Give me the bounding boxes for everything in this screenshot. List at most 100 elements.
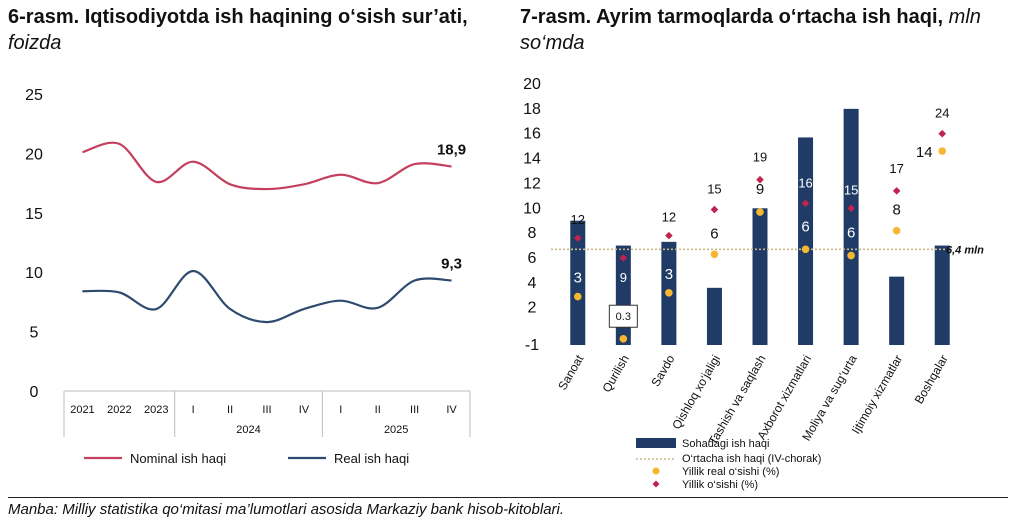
- y-tick-label: 25: [25, 87, 43, 104]
- x-tick-label: III: [410, 404, 419, 416]
- legend-label: Yillik real o‘sishi (%): [682, 466, 779, 478]
- x-tick-label: I: [192, 404, 195, 416]
- nominal-growth-label: 12: [662, 210, 676, 225]
- bar-5: [798, 137, 814, 345]
- nominal-growth-label: 9: [620, 270, 627, 285]
- y-tick-label: 0: [30, 384, 39, 401]
- left-chart-title: 6-rasm. Iqtisodiyotda ish haqining o‘sis…: [8, 4, 478, 56]
- y-tick-label: 20: [25, 146, 43, 163]
- x-tick-label: Qurilish: [599, 353, 631, 395]
- y-tick-label: 15: [25, 206, 43, 223]
- legend-label: Nominal ish haqi: [130, 451, 226, 466]
- real-growth-point: [573, 292, 582, 301]
- x-tick-label: I: [339, 404, 342, 416]
- series-line-real: [82, 269, 452, 324]
- legend-label: Yillik o‘sishi (%): [682, 479, 758, 491]
- x-tick-label: Qishloq xo‘jaligi: [669, 353, 723, 432]
- nominal-growth-label: 15: [844, 182, 858, 197]
- nominal-growth-label: 24: [935, 106, 949, 121]
- real-growth-point: [756, 208, 764, 216]
- sector-wage-bar-chart: -1 24 6 8 10 12 14 16 18 20 6,4 mln 3 0.3 3 6 9 6 6 8 14 12 9…: [523, 76, 984, 491]
- x-tick-label: Ijtimoiy xizmatlar: [849, 353, 905, 437]
- real-growth-label: 6: [847, 225, 855, 242]
- left-title-main: 6-rasm. Iqtisodiyotda ish haqining o‘sis…: [8, 6, 468, 28]
- x-tick-label: Boshqalar: [912, 353, 951, 407]
- nominal-growth-point: [892, 187, 901, 195]
- nominal-growth-point: [756, 175, 764, 184]
- nominal-growth-label: 12: [571, 212, 585, 227]
- y-tick-label: 14: [523, 151, 541, 168]
- y-tick-label: 8: [528, 225, 537, 242]
- x-tick-label: 2023: [144, 404, 168, 416]
- bar-8: [934, 245, 950, 345]
- real-growth-point: [847, 251, 855, 260]
- nominal-growth-label: 19: [753, 150, 767, 165]
- legend-swatch-nominal: [652, 480, 660, 488]
- nominal-growth-label: 17: [889, 161, 903, 176]
- real-growth-label: 9: [756, 181, 764, 198]
- y-tick-label: 5: [30, 325, 39, 342]
- legend-swatch-real: [652, 467, 660, 475]
- real-growth-point: [710, 250, 719, 259]
- nominal-growth-point: [710, 205, 719, 214]
- bar-6: [843, 108, 859, 345]
- y-tick-label: 2: [528, 300, 537, 317]
- x-group-label: 2025: [384, 424, 408, 436]
- nominal-growth-point: [847, 204, 855, 213]
- x-tick-label: 2021: [70, 404, 94, 416]
- real-growth-label: 3: [665, 266, 673, 283]
- x-tick-label: III: [262, 404, 271, 416]
- real-growth-point: [801, 245, 810, 254]
- real-growth-label: 6: [710, 225, 718, 242]
- x-group-label: 2024: [236, 424, 260, 436]
- nominal-growth-point: [619, 254, 628, 262]
- nominal-growth-label: 16: [798, 175, 812, 190]
- x-tick-label: Sanoat: [555, 352, 586, 393]
- y-tick-label: 12: [523, 175, 541, 192]
- legend-swatch-bars: [636, 438, 676, 448]
- real-growth-label: 0.3: [616, 311, 631, 323]
- nominal-growth-label: 15: [707, 182, 721, 197]
- x-tick-label: IV: [299, 404, 310, 416]
- real-growth-label: 8: [892, 202, 900, 219]
- left-title-unit: foizda: [8, 32, 62, 54]
- nominal-growth-point: [573, 234, 582, 242]
- source-note: Manba: Milliy statistika qo‘mitasi ma’lu…: [8, 497, 1008, 518]
- real-growth-label-box: [608, 304, 638, 328]
- legend-label: O‘rtacha ish haqi (IV-chorak): [682, 453, 821, 465]
- legend-label: Sohadagi ish haqi: [682, 438, 769, 450]
- real-growth-label: 6: [801, 218, 809, 235]
- end-value-label: 9,3: [441, 256, 462, 273]
- x-tick-label: Savdo: [648, 352, 677, 389]
- series-line-nominal: [82, 141, 452, 191]
- x-tick-label: IV: [446, 404, 457, 416]
- right-title-unit: mln so‘mda: [520, 6, 981, 54]
- y-tick-label: 20: [523, 76, 541, 93]
- right-chart-title: 7-rasm. Ayrim tarmoqlarda o‘rtacha ish h…: [520, 4, 1020, 56]
- real-growth-label: 14: [916, 144, 933, 161]
- y-tick-label: 16: [523, 126, 541, 143]
- real-growth-point: [619, 334, 628, 343]
- y-tick-label: 10: [523, 200, 541, 217]
- y-tick-label: 6: [528, 250, 537, 267]
- y-tick-label: 18: [523, 101, 541, 118]
- right-title-main: 7-rasm. Ayrim tarmoqlarda o‘rtacha ish h…: [520, 6, 949, 28]
- real-growth-point: [665, 289, 673, 297]
- bar-4: [752, 208, 768, 345]
- average-wage-label: 6,4 mln: [946, 244, 984, 256]
- y-tick-label: 10: [25, 265, 43, 282]
- nominal-growth-point: [665, 231, 673, 240]
- y-tick-label: -1: [525, 337, 539, 354]
- x-tick-label: II: [375, 404, 381, 416]
- real-growth-point: [892, 226, 901, 235]
- bar-7: [889, 276, 905, 345]
- real-growth-label: 3: [574, 270, 582, 287]
- bar-0: [570, 220, 586, 345]
- bar-3: [706, 287, 722, 345]
- legend-label: Real ish haqi: [334, 451, 409, 466]
- nominal-growth-point: [801, 199, 810, 208]
- end-value-label: 18,9: [437, 141, 466, 158]
- x-tick-label: 2022: [107, 404, 131, 416]
- nominal-growth-point: [938, 129, 947, 138]
